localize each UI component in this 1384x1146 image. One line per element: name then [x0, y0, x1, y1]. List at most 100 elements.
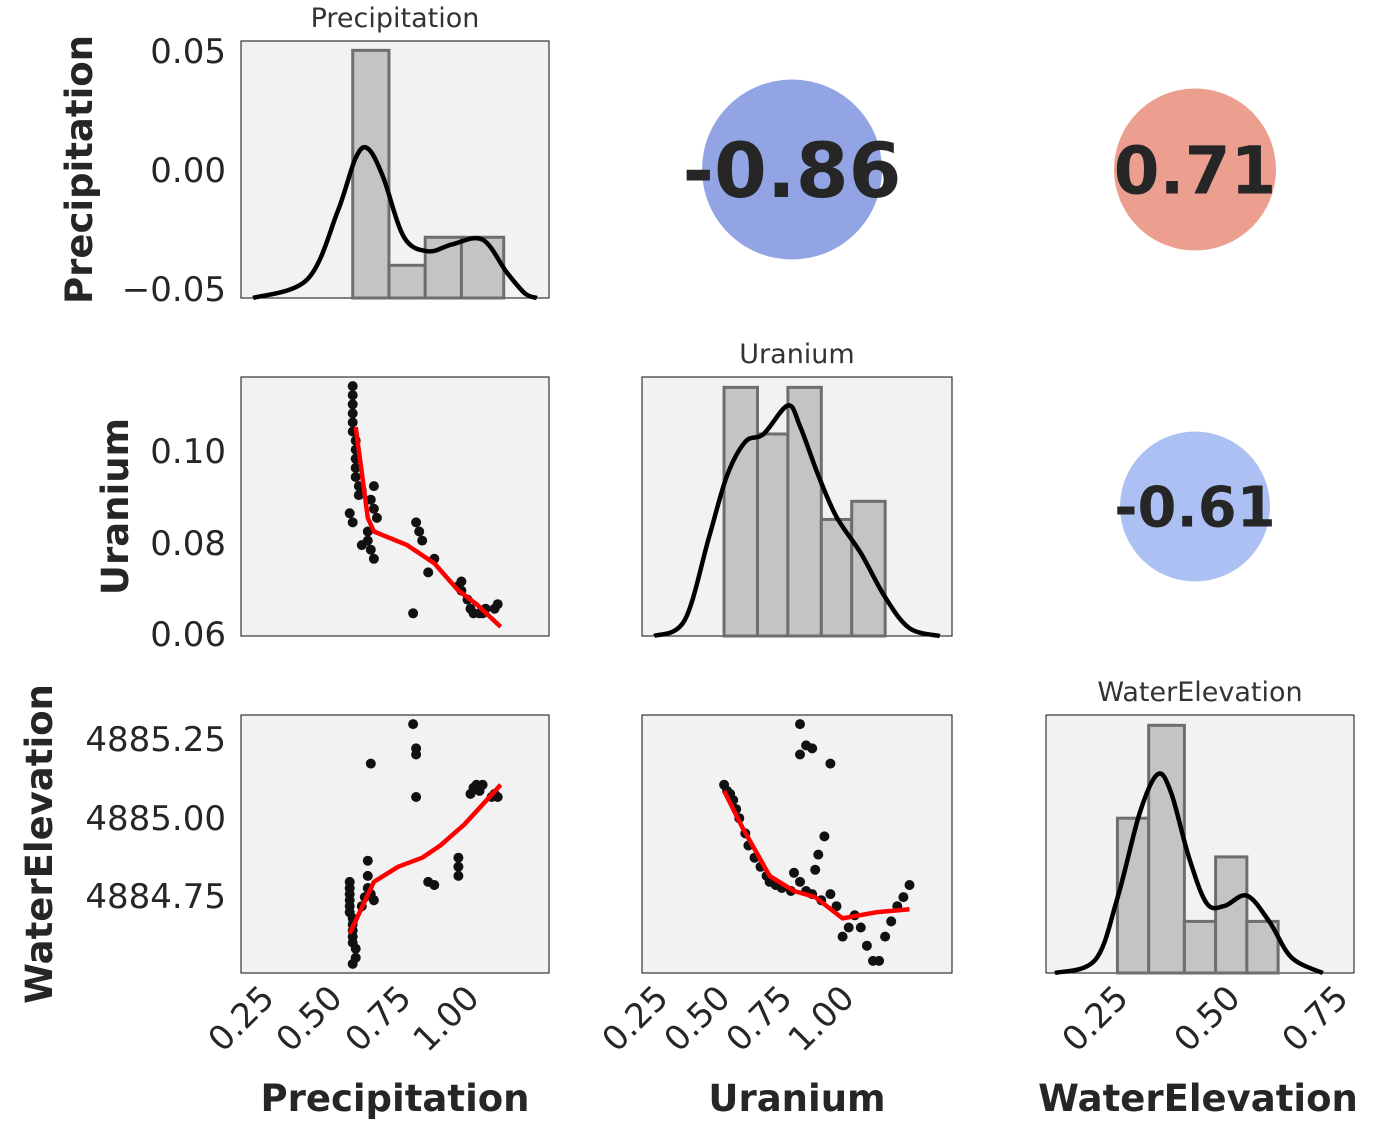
scatter-point-uranium-vs-precipitation — [492, 599, 503, 610]
hist-bar-waterelevation-2 — [1147, 723, 1186, 975]
scatter-point-waterelevation-vs-uranium — [880, 931, 891, 942]
kde-curve-precipitation — [252, 144, 538, 301]
y-tick-label-uranium: 0.06 — [150, 615, 226, 655]
scatter-point-waterelevation-vs-uranium — [843, 922, 854, 933]
scatter-point-waterelevation-vs-precipitation — [453, 861, 464, 872]
x-tick-label-uranium: 0.25 — [595, 978, 677, 1060]
x-tick-label-uranium: 0.75 — [719, 978, 801, 1060]
scatter-point-waterelevation-vs-uranium — [898, 892, 909, 903]
x-tick-label-precipitation: 0.75 — [338, 978, 420, 1060]
panel-waterelevation-vs-precipitation — [240, 714, 550, 974]
scatter-point-waterelevation-vs-uranium — [874, 955, 885, 966]
x-tick-label-precipitation: 1.00 — [406, 978, 488, 1060]
trend-line-uranium-vs-precipitation — [353, 426, 503, 629]
scatter-point-waterelevation-vs-uranium — [789, 867, 799, 878]
scatter-point-waterelevation-vs-precipitation — [408, 719, 419, 730]
scatter-point-waterelevation-vs-uranium — [861, 940, 872, 951]
hist-bar-precipitation-4 — [459, 235, 506, 300]
x-axis-label-precipitation: Precipitation — [260, 1077, 529, 1120]
scatter-point-uranium-vs-precipitation — [414, 526, 425, 537]
y-tick-label-uranium: 0.10 — [150, 432, 226, 472]
scatter-point-waterelevation-vs-uranium — [825, 758, 836, 769]
scatter-point-uranium-vs-precipitation — [371, 512, 382, 523]
trend-line-waterelevation-vs-uranium — [722, 789, 910, 921]
x-tick-label-waterelevation: 0.25 — [1055, 978, 1137, 1060]
scatter-point-uranium-vs-precipitation — [350, 472, 361, 482]
scatter-point-waterelevation-vs-uranium — [813, 849, 824, 860]
y-axis-label-precipitation: Precipitation — [58, 35, 101, 304]
scatter-point-uranium-vs-precipitation — [350, 462, 361, 473]
y-tick-label-waterelevation: 4885.25 — [85, 720, 226, 760]
scatter-point-waterelevation-vs-precipitation — [362, 870, 373, 881]
y-tick-label-precipitation: −0.05 — [122, 270, 226, 310]
scatter-point-uranium-vs-precipitation — [347, 517, 358, 528]
scatter-point-uranium-vs-precipitation — [408, 608, 419, 619]
scatter-point-waterelevation-vs-uranium — [831, 901, 842, 912]
y-axis-label-uranium: Uranium — [94, 418, 137, 595]
correlation-circle-precipitation-uranium — [702, 79, 882, 260]
scatter-point-uranium-vs-precipitation — [411, 517, 422, 528]
scatter-point-waterelevation-vs-uranium — [807, 743, 818, 754]
x-tick-label-uranium: 1.00 — [781, 978, 863, 1060]
hist-bar-waterelevation-4 — [1214, 855, 1249, 975]
scatter-point-waterelevation-vs-precipitation — [411, 749, 422, 760]
correlation-value-precipitation-uranium: -0.86 — [682, 126, 901, 215]
hist-bar-uranium-2 — [755, 432, 790, 638]
scatter-point-uranium-vs-precipitation — [456, 576, 467, 587]
scatter-point-waterelevation-vs-uranium — [886, 916, 897, 927]
scatter-point-uranium-vs-precipitation — [365, 544, 376, 555]
scatter-point-waterelevation-vs-precipitation — [453, 852, 464, 863]
kde-curve-uranium — [653, 403, 941, 639]
scatter-point-uranium-vs-precipitation — [353, 490, 364, 501]
scatter-point-waterelevation-vs-uranium — [837, 931, 848, 942]
correlation-circle-uranium-waterelevation — [1120, 431, 1270, 582]
diag-title-waterelevation: WaterElevation — [1097, 677, 1302, 708]
x-tick-label-uranium: 0.50 — [657, 978, 739, 1060]
scatter-point-waterelevation-vs-precipitation — [368, 895, 379, 906]
scatter-point-uranium-vs-precipitation — [347, 399, 358, 410]
diag-title-precipitation: Precipitation — [311, 3, 480, 34]
scatter-point-waterelevation-vs-uranium — [904, 880, 915, 890]
correlation-value-precipitation-waterelevation: 0.71 — [1114, 132, 1277, 209]
scatter-point-waterelevation-vs-uranium — [795, 876, 805, 887]
scatter-point-waterelevation-vs-precipitation — [350, 943, 361, 954]
scatter-point-uranium-vs-precipitation — [362, 526, 373, 537]
y-tick-label-uranium: 0.08 — [150, 524, 226, 564]
scatter-point-waterelevation-vs-uranium — [795, 749, 805, 760]
x-tick-label-precipitation: 0.25 — [201, 978, 283, 1060]
scatter-point-uranium-vs-precipitation — [347, 417, 358, 428]
hist-bar-uranium-3 — [786, 385, 823, 638]
scatter-point-waterelevation-vs-uranium — [855, 922, 866, 933]
scatter-point-waterelevation-vs-precipitation — [365, 758, 376, 769]
scatter-point-waterelevation-vs-precipitation — [453, 870, 464, 881]
scatter-point-waterelevation-vs-precipitation — [477, 779, 488, 790]
correlation-value-uranium-waterelevation: -0.61 — [1114, 476, 1275, 541]
hist-bar-precipitation-2 — [387, 263, 427, 300]
panel-uranium-vs-precipitation — [240, 376, 550, 637]
kde-curve-waterelevation — [1054, 771, 1324, 976]
x-axis-label-uranium: Uranium — [708, 1077, 885, 1120]
x-tick-label-precipitation: 0.50 — [269, 978, 351, 1060]
x-tick-label-waterelevation: 0.75 — [1275, 978, 1357, 1060]
scatter-point-uranium-vs-precipitation — [417, 535, 428, 546]
scatter-point-waterelevation-vs-precipitation — [347, 958, 358, 969]
diag-title-uranium: Uranium — [739, 339, 854, 370]
x-axis-label-waterelevation: WaterElevation — [1038, 1077, 1358, 1120]
scatter-point-uranium-vs-precipitation — [368, 553, 379, 564]
scatter-point-uranium-vs-precipitation — [344, 508, 355, 519]
scatter-point-uranium-vs-precipitation — [347, 381, 358, 392]
correlation-circle-precipitation-waterelevation — [1114, 88, 1276, 251]
scatter-point-uranium-vs-precipitation — [356, 540, 367, 551]
scatter-point-uranium-vs-precipitation — [347, 408, 358, 419]
y-tick-label-waterelevation: 4884.75 — [85, 877, 226, 917]
scatter-point-waterelevation-vs-uranium — [819, 831, 830, 842]
scatter-point-uranium-vs-precipitation — [368, 503, 379, 514]
scatter-point-waterelevation-vs-precipitation — [411, 792, 422, 802]
scatter-point-waterelevation-vs-precipitation — [492, 792, 503, 802]
y-axis-label-waterelevation: WaterElevation — [18, 684, 61, 1004]
scatter-point-waterelevation-vs-precipitation — [362, 855, 373, 866]
hist-bar-uranium-1 — [722, 385, 759, 638]
scatter-point-waterelevation-vs-uranium — [825, 889, 836, 900]
scatter-point-waterelevation-vs-uranium — [810, 864, 821, 875]
scatter-point-waterelevation-vs-uranium — [795, 719, 805, 730]
